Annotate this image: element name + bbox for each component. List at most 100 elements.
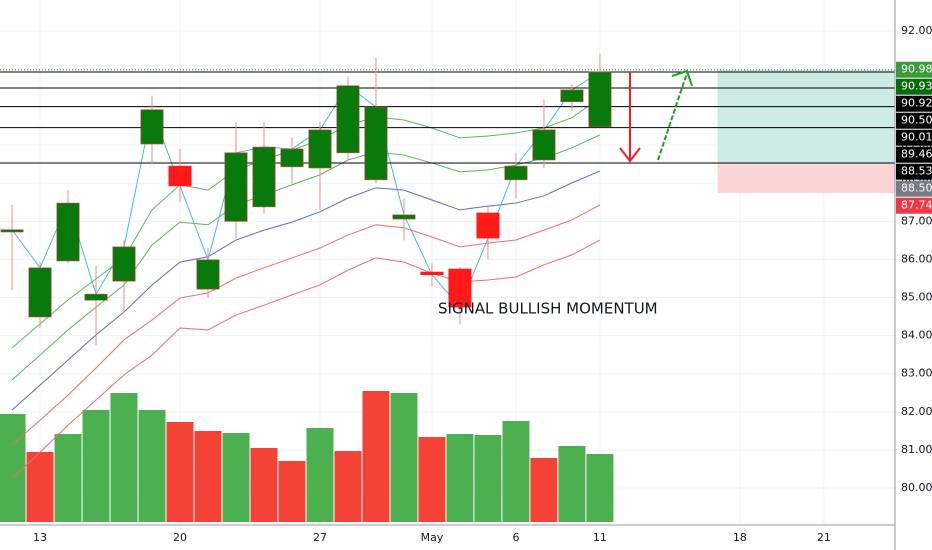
level-label-bg [896, 61, 932, 78]
volume-bar [138, 410, 166, 522]
moving-average [11, 204, 601, 446]
volume-bar [418, 437, 446, 522]
level-label-bg [896, 197, 932, 214]
candle-body [140, 109, 164, 145]
position-layer [717, 69, 895, 194]
candle-body [588, 71, 612, 128]
drawn-arrows [619, 69, 693, 163]
candle-body [448, 268, 472, 308]
close-line [11, 71, 601, 309]
candle-body [224, 152, 248, 222]
level-label: 87.74 [901, 199, 932, 212]
y-tick-label: 84.00 [901, 329, 932, 342]
x-tick-label: 21 [817, 531, 831, 544]
volume-bar [250, 448, 278, 522]
candle-layer [0, 53, 612, 346]
candle-body [336, 85, 360, 154]
up-arrow-head [671, 69, 693, 87]
volume-bar [362, 391, 390, 522]
level-label-bg [896, 95, 932, 112]
moving-average [11, 134, 601, 381]
level-label-bg [896, 112, 932, 129]
volume-bar [26, 452, 54, 522]
volume-bar [166, 422, 194, 522]
candle-body [308, 129, 332, 169]
level-label: 90.98 [901, 63, 932, 76]
volume-bar [502, 421, 530, 522]
candle-body [280, 148, 304, 168]
candle-body [28, 267, 52, 318]
y-tick-label: 87.00 [901, 214, 932, 227]
level-label: 88.53 [901, 165, 932, 178]
volume-bar [334, 451, 362, 522]
y-tick-label: 81.00 [901, 443, 932, 456]
x-tick-label: 27 [313, 531, 327, 544]
volume-bar [306, 428, 334, 522]
candle-body [392, 214, 416, 220]
level-label: 90.92 [901, 97, 932, 110]
volume-bar [474, 435, 502, 522]
axis-layer: 80.00 81.00 82.00 83.00 84.00 85.00 86.00 87.00… [33, 24, 932, 544]
y-tick-label: 85.00 [901, 291, 932, 304]
y-tick-label: 86.00 [901, 252, 932, 265]
overlay-layer [11, 71, 601, 479]
annotation: SIGNAL BULLISH MOMENTUM [438, 300, 658, 318]
y-tick-label: 92.00 [901, 24, 932, 37]
candle-body [364, 106, 388, 181]
x-tick-label: 18 [733, 531, 747, 544]
level-layer [0, 69, 895, 164]
moving-average [11, 239, 601, 479]
level-label: 89.46 [901, 148, 932, 161]
time-axis-bg [0, 525, 932, 550]
x-tick-label: 6 [512, 531, 519, 544]
candle-body [112, 246, 136, 282]
volume-bar [54, 434, 82, 522]
volume-layer [0, 391, 614, 522]
moving-average [11, 97, 601, 349]
candle-body [476, 212, 500, 239]
x-tick-label: 13 [33, 531, 47, 544]
candle-body [0, 229, 24, 233]
level-label: 88.50 [901, 182, 932, 195]
level-label-bg [896, 163, 932, 180]
profit-zone [717, 69, 895, 164]
volume-bar [278, 461, 306, 522]
up-arrow [657, 72, 688, 161]
level-label-bg [896, 129, 932, 146]
candle-body [84, 293, 108, 301]
candle-body [56, 202, 80, 262]
candle-body [504, 165, 528, 181]
candle-body [532, 129, 556, 161]
x-tick-label: 20 [173, 531, 187, 544]
down-arrow-head [619, 147, 641, 163]
y-tick-label: 82.00 [901, 405, 932, 418]
volume-bar [446, 434, 474, 522]
volume-bar [586, 454, 614, 522]
candle-body [252, 146, 276, 208]
level-label: 90.01 [901, 131, 932, 144]
moving-average [11, 170, 601, 411]
volume-bar [222, 433, 250, 522]
volume-bar [0, 414, 26, 522]
volume-bar [390, 393, 418, 522]
level-label-bg [896, 180, 932, 197]
x-tick-label: 11 [593, 531, 607, 544]
level-label: 90.93 [901, 80, 932, 93]
level-label: 90.50 [901, 114, 932, 127]
volume-bar [194, 431, 222, 522]
candle-body [420, 271, 444, 275]
level-label-bg [896, 146, 932, 163]
y-tick-label: 83.00 [901, 367, 932, 380]
volume-bar [110, 393, 138, 522]
volume-bar [82, 410, 110, 522]
volume-bar [530, 458, 558, 522]
volume-bar [558, 446, 586, 522]
candle-body [196, 259, 220, 290]
loss-zone [717, 163, 895, 194]
candle-body [560, 89, 584, 103]
level-label-bg [896, 78, 932, 95]
y-tick-label: 80.00 [901, 481, 932, 494]
x-tick-label: May [421, 531, 444, 544]
candle-body [168, 165, 192, 187]
